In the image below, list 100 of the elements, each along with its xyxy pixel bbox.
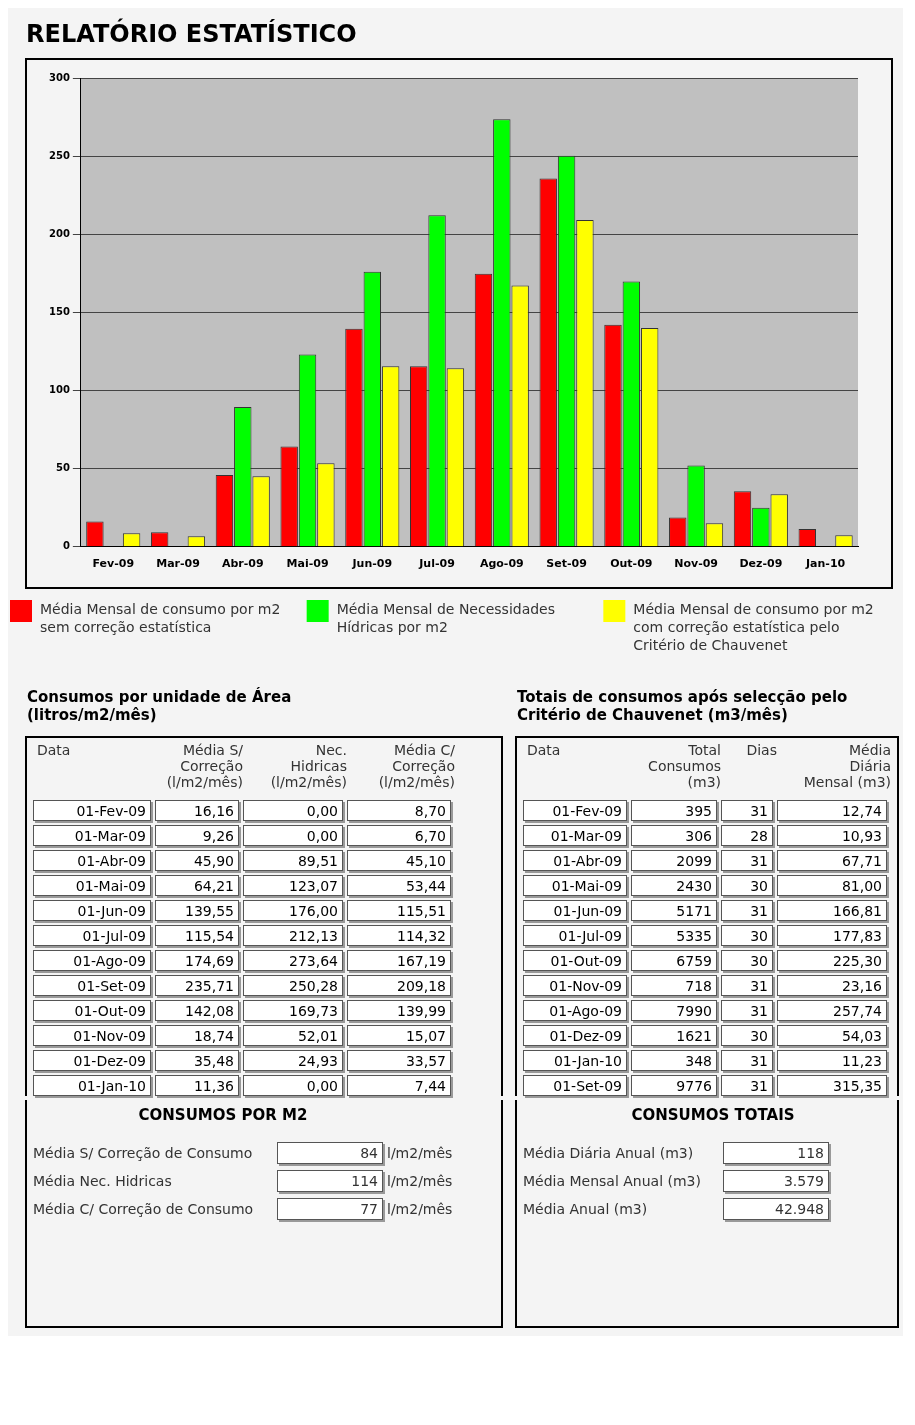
x-tick-label: Nov-09 — [674, 557, 719, 571]
text: 167,19 — [397, 953, 446, 969]
text: 6,70 — [414, 828, 446, 844]
text: 395 — [685, 803, 712, 819]
text: 31 — [750, 803, 768, 819]
text: 84 — [360, 1145, 378, 1161]
text: 30 — [750, 1028, 768, 1044]
text: 348 — [685, 1053, 712, 1069]
text: CONSUMOS TOTAIS — [630, 1106, 796, 1124]
category-label: 01-Mar-09 — [550, 828, 622, 844]
category-label: 01-Jun-09 — [77, 903, 146, 919]
text: 115,54 — [185, 928, 234, 944]
category-label: Média Diária Mensal (m3) — [802, 742, 891, 790]
text: 31 — [750, 853, 768, 869]
category-label: 01-Mai-09 — [75, 878, 146, 894]
x-tick-label: Mar-09 — [156, 557, 200, 571]
text: 1621 — [676, 1028, 712, 1044]
text: 31 — [750, 903, 768, 919]
category-label: Média Anual (m3) — [523, 1201, 649, 1217]
text: 64,21 — [193, 878, 234, 894]
category-label: Média S/ Correção de Consumo — [33, 1145, 254, 1161]
category-label: Média Nec. Hidricas — [33, 1173, 173, 1189]
text: 31 — [750, 1003, 768, 1019]
text: 235,71 — [185, 978, 234, 994]
text: Totais de consumos após selecção pelo Critério de Chauvenet (m3/mês) — [517, 688, 849, 724]
category-label: 01-Jun-09 — [553, 903, 622, 919]
x-tick-label: Abr-09 — [221, 557, 264, 571]
text: Consumos por unidade de Área (litros/m2/mês) — [27, 688, 293, 724]
x-tick-label: Jun-09 — [351, 557, 393, 571]
category-label: Média S/ Correção (l/m2/mês) — [165, 742, 243, 790]
text: 114,32 — [397, 928, 446, 944]
x-tick-label: Out-09 — [610, 557, 653, 571]
text: 45,10 — [405, 853, 446, 869]
text: 166,81 — [833, 903, 882, 919]
text: l/m2/mês — [387, 1173, 453, 1189]
text: 250,28 — [289, 978, 338, 994]
x-tick-label: Jul-09 — [418, 557, 455, 571]
text: 9776 — [676, 1078, 712, 1094]
x-tick-label: Fev-09 — [92, 557, 135, 571]
text: 15,07 — [405, 1028, 446, 1044]
text: 35,48 — [193, 1053, 234, 1069]
text: 53,44 — [405, 878, 446, 894]
text: 718 — [685, 978, 712, 994]
text: 7,44 — [414, 1078, 446, 1094]
legend-label: Média Mensal de consumo por m2 com correção estatística pelo Critério de Chauvenet — [633, 600, 874, 653]
legend-label: Média Mensal de Necessidades Hídricas por m2 — [336, 600, 556, 635]
text: 6759 — [676, 953, 712, 969]
y-tick-label: 250 — [49, 149, 70, 161]
text: 139,99 — [397, 1003, 446, 1019]
text: 115,51 — [397, 903, 446, 919]
text: 209,18 — [397, 978, 446, 994]
text: 10,93 — [841, 828, 882, 844]
x-tick-label: Set-09 — [546, 557, 587, 571]
category-label: 01-Nov-09 — [73, 1028, 146, 1044]
text: 30 — [750, 878, 768, 894]
text: 169,73 — [289, 1003, 338, 1019]
category-label: 01-Mai-09 — [551, 878, 622, 894]
text: 54,03 — [841, 1028, 882, 1044]
category-label: Média C/ Correção de Consumo — [33, 1201, 255, 1217]
y-tick-label: 200 — [49, 227, 70, 239]
category-label: 01-Out-09 — [74, 1003, 146, 1019]
y-tick-label: 50 — [55, 462, 70, 474]
category-label: 01-Mar-09 — [74, 828, 146, 844]
category-label: Média C/ Correção (l/m2/mês) — [377, 742, 455, 790]
category-label: 01-Abr-09 — [553, 853, 622, 869]
text: 77 — [360, 1201, 378, 1217]
x-tick-label: Dez-09 — [739, 557, 783, 571]
category-label: 01-Dez-09 — [73, 1053, 146, 1069]
text: 123,07 — [289, 878, 338, 894]
category-label: Dias — [745, 742, 777, 760]
text: 45,90 — [193, 853, 234, 869]
text: 81,00 — [841, 878, 882, 894]
category-label: 01-Ago-09 — [549, 1003, 622, 1019]
text: 139,55 — [185, 903, 234, 919]
category-label: 01-Set-09 — [553, 1078, 622, 1094]
text: 18,74 — [193, 1028, 234, 1044]
category-label: 01-Dez-09 — [549, 1028, 622, 1044]
text: 16,16 — [193, 803, 234, 819]
category-label: 01-Fev-09 — [76, 803, 146, 819]
text: 31 — [750, 1053, 768, 1069]
y-tick-label: 300 — [49, 71, 70, 83]
text: 42.948 — [775, 1201, 824, 1217]
x-tick-label: Ago-09 — [479, 557, 524, 571]
text: 273,64 — [289, 953, 338, 969]
text: 12,74 — [841, 803, 882, 819]
text: 176,00 — [289, 903, 338, 919]
category-label: Data — [36, 742, 72, 760]
x-tick-label: Mai-09 — [286, 557, 329, 571]
text: 315,35 — [833, 1078, 882, 1094]
text: 30 — [750, 928, 768, 944]
y-tick-label: 100 — [49, 384, 70, 396]
y-tick-label: 0 — [62, 540, 70, 552]
text: 174,69 — [185, 953, 234, 969]
text: 5335 — [676, 928, 712, 944]
text: 257,74 — [833, 1003, 882, 1019]
text: 31 — [750, 1078, 768, 1094]
text: 225,30 — [833, 953, 882, 969]
category-label: Total Consumos (m3) — [647, 742, 721, 790]
category-label: 01-Set-09 — [77, 978, 146, 994]
category-label: Nec. Hidricas (l/m2/mês) — [269, 742, 347, 790]
